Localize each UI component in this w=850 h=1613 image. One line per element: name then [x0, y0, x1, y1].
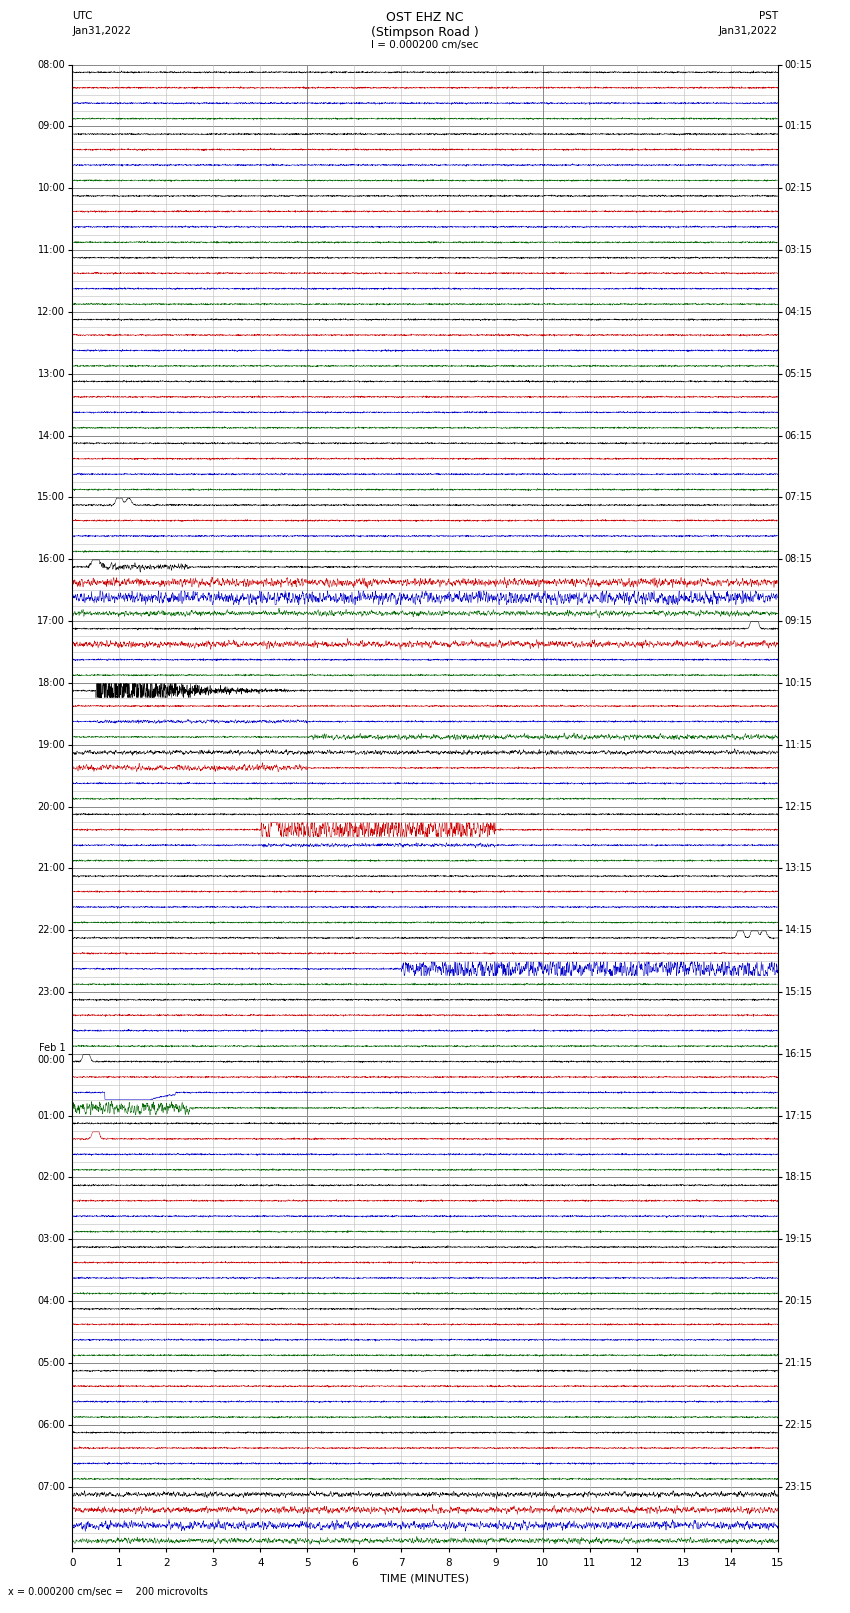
Text: Jan31,2022: Jan31,2022 — [719, 26, 778, 35]
Text: PST: PST — [758, 11, 778, 21]
Text: OST EHZ NC: OST EHZ NC — [386, 11, 464, 24]
X-axis label: TIME (MINUTES): TIME (MINUTES) — [381, 1573, 469, 1582]
Text: x = 0.000200 cm/sec =    200 microvolts: x = 0.000200 cm/sec = 200 microvolts — [8, 1587, 208, 1597]
Text: (Stimpson Road ): (Stimpson Road ) — [371, 26, 479, 39]
Text: UTC: UTC — [72, 11, 93, 21]
Text: Jan31,2022: Jan31,2022 — [72, 26, 131, 35]
Text: I = 0.000200 cm/sec: I = 0.000200 cm/sec — [371, 40, 479, 50]
